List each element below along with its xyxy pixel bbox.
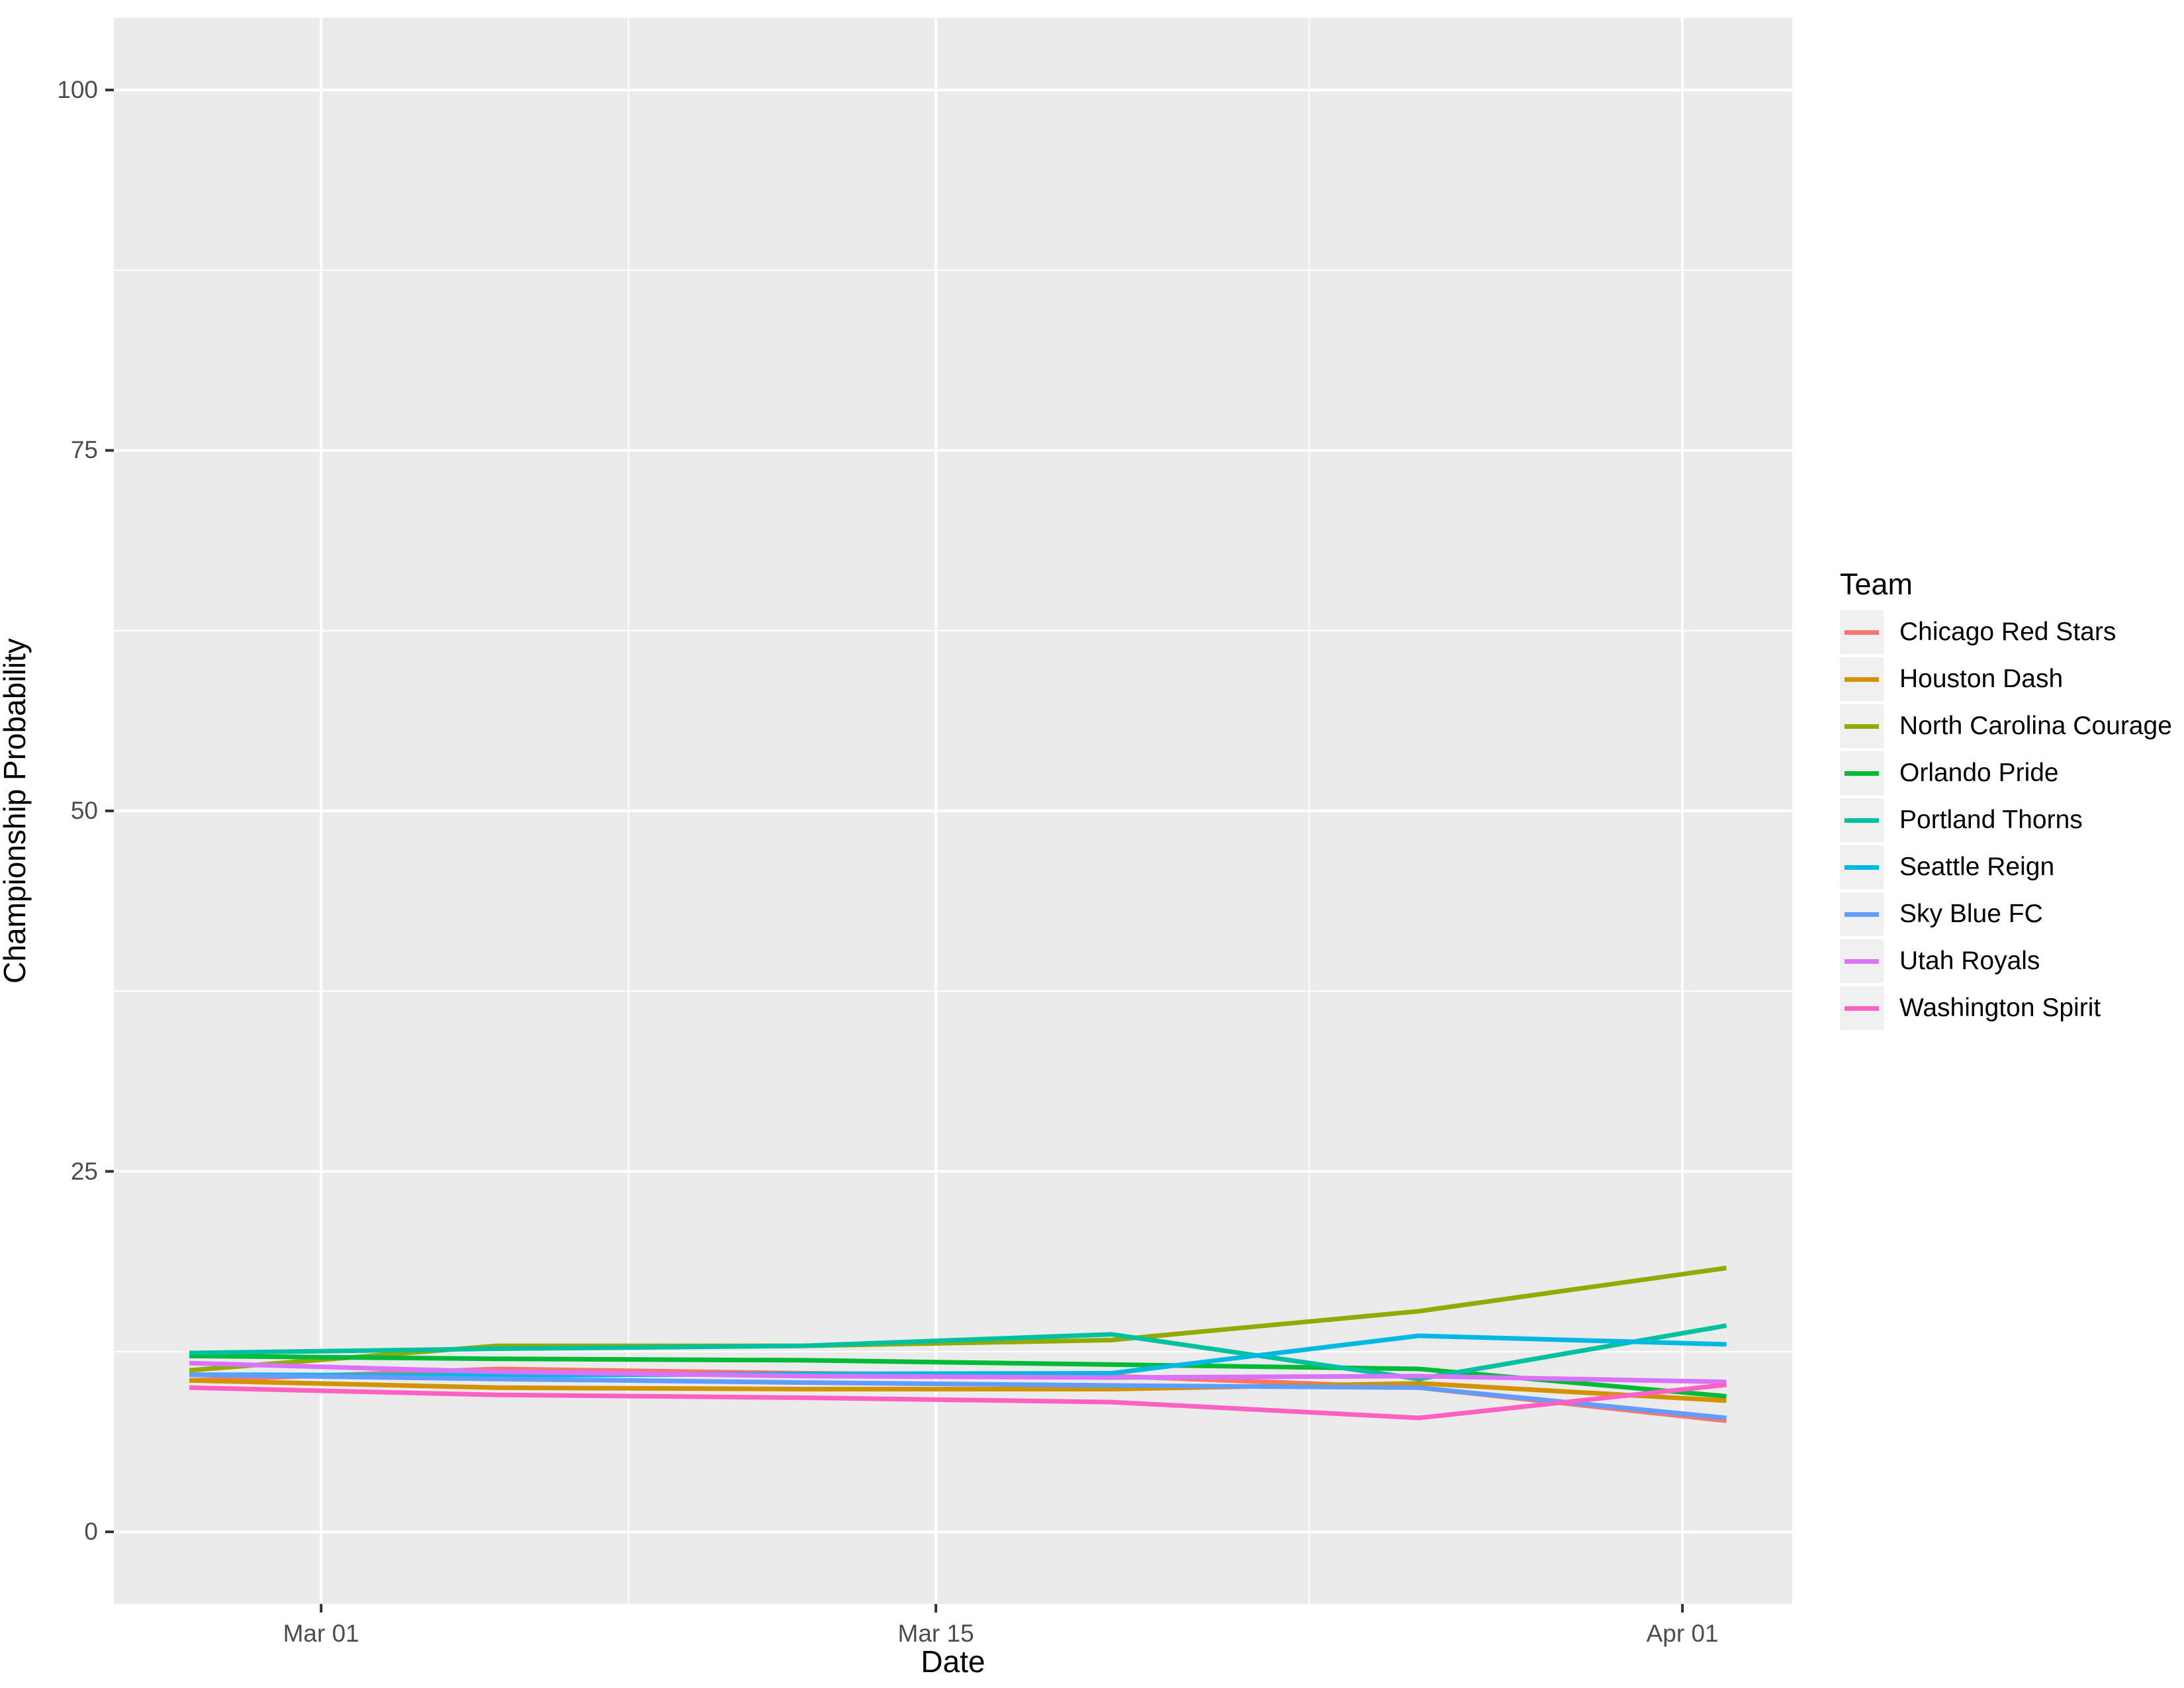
legend-item-orlando-pride: Orlando Pride	[1840, 751, 2172, 795]
y-tick-label-50: 50	[70, 797, 98, 824]
legend-key-line-icon	[1844, 1006, 1879, 1011]
series-line-seattle-reign	[189, 1333, 1727, 1378]
legend-item-sky-blue-fc: Sky Blue FC	[1840, 892, 2172, 936]
legend-key-swatch	[1840, 798, 1884, 842]
legend-key-line-icon	[1844, 818, 1879, 823]
legend-key-line-icon	[1844, 865, 1879, 870]
series-line-orlando-pride	[189, 1353, 1727, 1399]
legend-label: Houston Dash	[1899, 665, 2064, 693]
legend-item-utah-royals: Utah Royals	[1840, 939, 2172, 983]
legend-label: Chicago Red Stars	[1899, 618, 2116, 646]
legend-key-line-icon	[1844, 912, 1879, 917]
y-tick-label-25: 25	[70, 1157, 98, 1185]
series-line-portland-thorns	[189, 1323, 1727, 1382]
y-tick-label-75: 75	[70, 436, 98, 464]
legend-items: Chicago Red Stars Houston Dash North Carol…	[1840, 610, 2172, 1030]
legend-key-line-icon	[1844, 677, 1879, 682]
legend-label: Washington Spirit	[1899, 994, 2101, 1022]
legend-key-line-icon	[1844, 771, 1879, 776]
axis-tick-marks	[105, 88, 1684, 1613]
y-axis-title: Championship Probability	[0, 638, 32, 984]
legend-key-swatch	[1840, 751, 1884, 795]
legend-item-washington-spirit: Washington Spirit	[1840, 986, 2172, 1030]
series-line-washington-spirit	[189, 1382, 1727, 1421]
y-tick-label-100: 100	[57, 75, 98, 103]
legend-key-swatch	[1840, 610, 1884, 654]
series-line-houston-dash	[189, 1378, 1727, 1403]
legend-label: North Carolina Courage	[1899, 712, 2172, 740]
legend-label: Sky Blue FC	[1899, 900, 2043, 928]
legend-key-swatch	[1840, 657, 1884, 701]
series-line-sky-blue-fc	[189, 1372, 1727, 1421]
legend-item-north-carolina-courage: North Carolina Courage	[1840, 704, 2172, 748]
legend: Team Chicago Red Stars Houston Dash North …	[1840, 568, 2172, 1033]
gridlines-major	[114, 18, 1792, 1604]
legend-key-swatch	[1840, 892, 1884, 936]
legend-key-line-icon	[1844, 959, 1879, 964]
x-axis-title: Date	[921, 1644, 985, 1679]
legend-title: Team	[1840, 567, 1913, 601]
y-tick-label-0: 0	[84, 1518, 98, 1546]
legend-label: Utah Royals	[1899, 947, 2040, 975]
legend-key-line-icon	[1844, 724, 1879, 729]
x-tick-label-mar-01: Mar 01	[283, 1620, 359, 1647]
legend-item-portland-thorns: Portland Thorns	[1840, 798, 2172, 842]
legend-key-swatch	[1840, 845, 1884, 889]
legend-label: Portland Thorns	[1899, 806, 2083, 834]
legend-key-swatch	[1840, 939, 1884, 983]
legend-item-houston-dash: Houston Dash	[1840, 657, 2172, 701]
x-tick-label-apr-01: Apr 01	[1646, 1620, 1719, 1647]
legend-label: Seattle Reign	[1899, 853, 2055, 881]
legend-key-line-icon	[1844, 630, 1879, 635]
legend-key-swatch	[1840, 986, 1884, 1030]
x-tick-label-mar-15: Mar 15	[897, 1620, 974, 1647]
series-lines	[189, 1266, 1727, 1423]
series-line-utah-royals	[189, 1360, 1727, 1385]
legend-label: Orlando Pride	[1899, 759, 2059, 787]
legend-item-chicago-red-stars: Chicago Red Stars	[1840, 610, 2172, 654]
legend-item-seattle-reign: Seattle Reign	[1840, 845, 2172, 889]
legend-key-swatch	[1840, 704, 1884, 748]
